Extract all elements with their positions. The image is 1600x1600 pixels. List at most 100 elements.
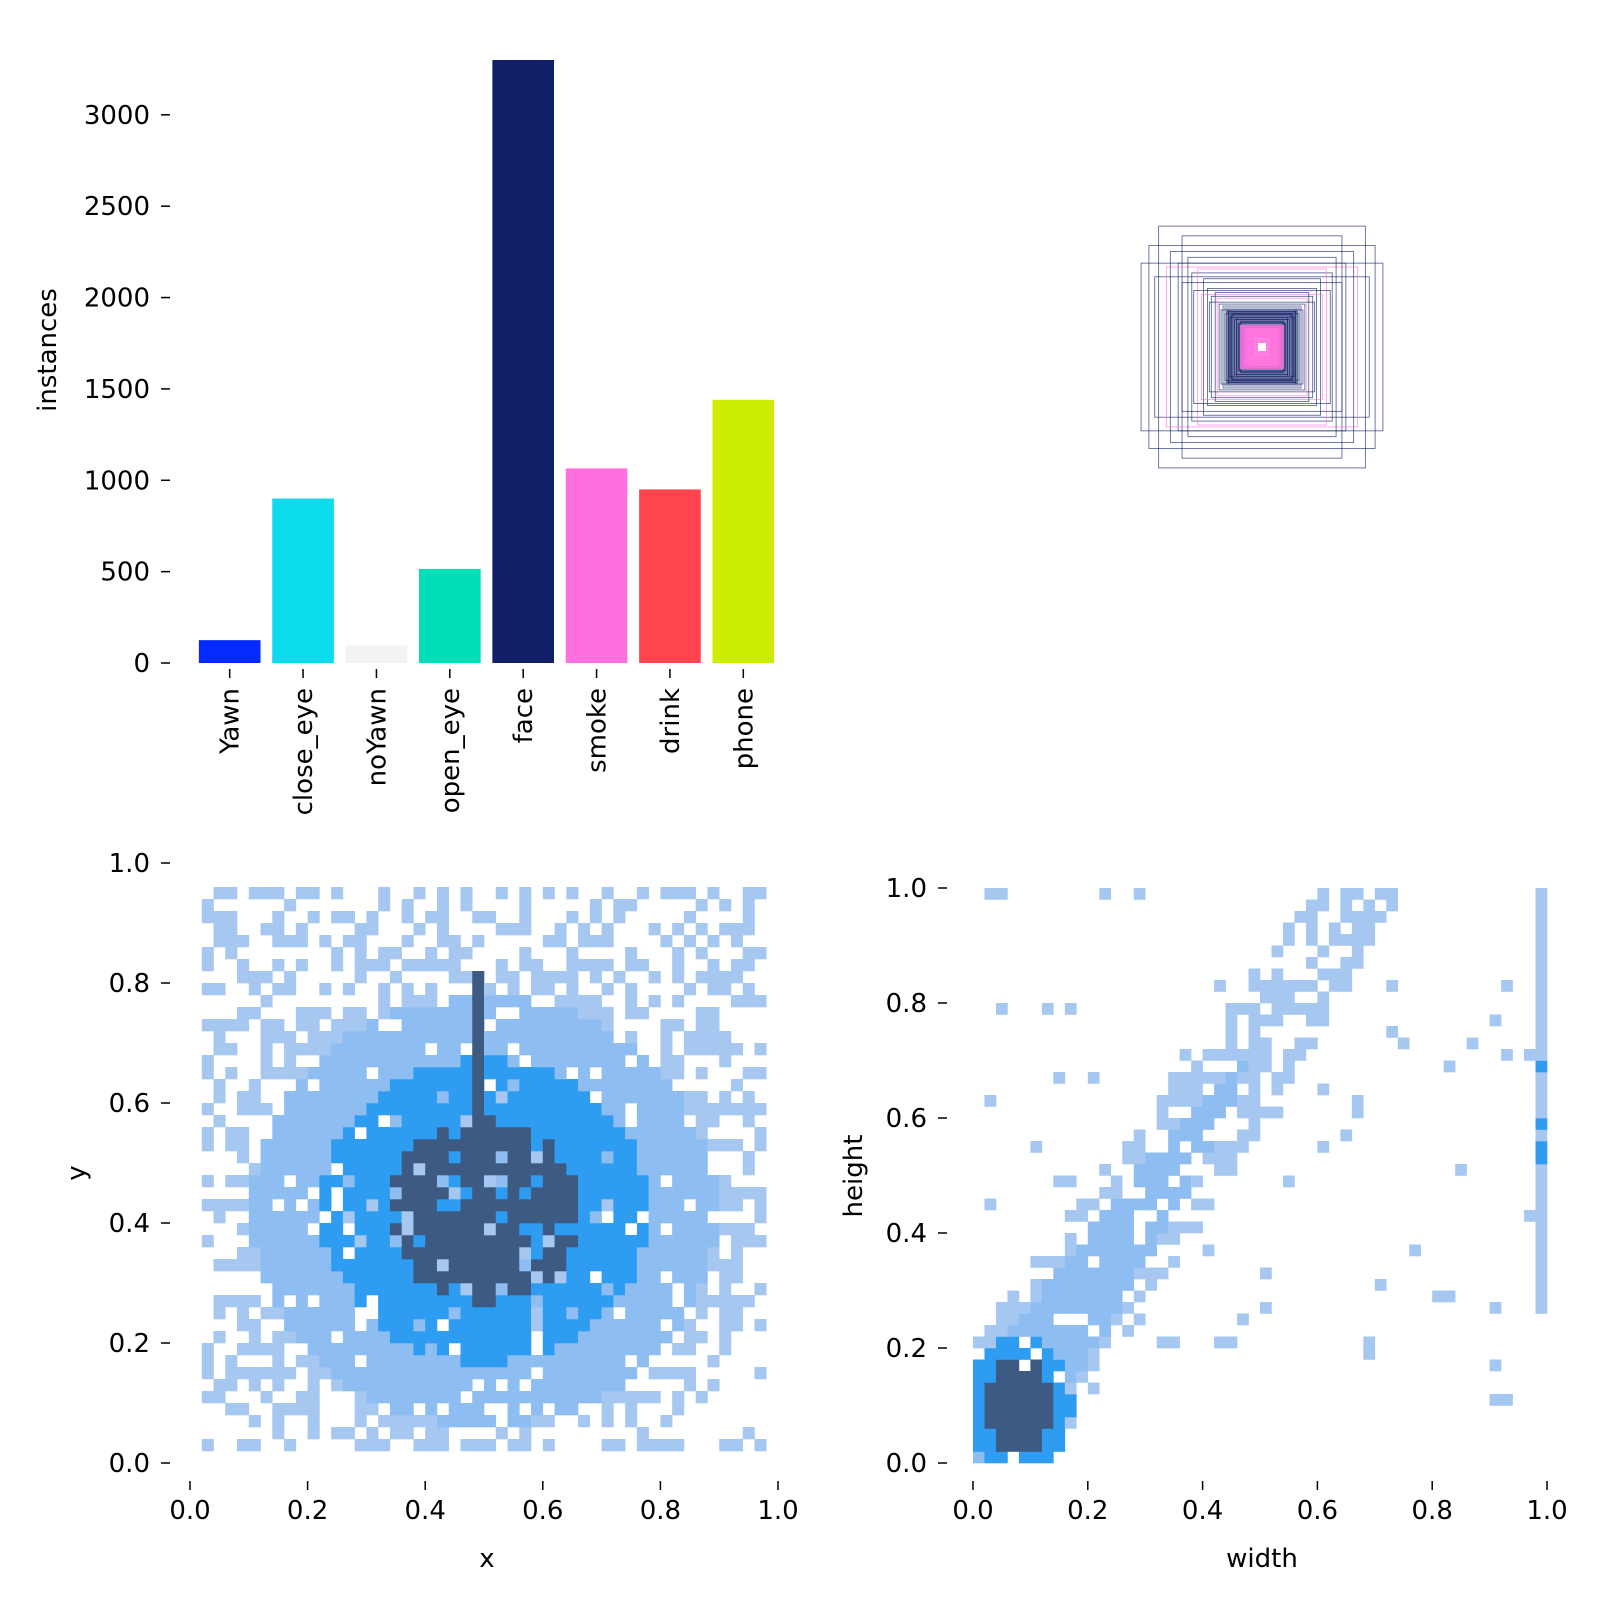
bar-open_eye [418,568,481,663]
xy-heatmap-cell [366,1235,379,1248]
xy-heatmap-cell [695,947,708,960]
wh-heatmap-cell [1064,1394,1077,1406]
xy-heatmap-cell [683,1163,696,1176]
xy-heatmap-cell [625,1391,638,1404]
xy-heatmap-cell [542,1187,555,1200]
xy-heatmap-cell [425,1271,438,1284]
xy-heatmap-cell [436,935,450,948]
xy-heatmap-cell [378,1175,391,1188]
xy-heatmap-cell [519,1043,532,1056]
xy-heatmap-cell [213,1199,226,1212]
xy-heatmap-cell [389,1127,402,1140]
box-outline [1207,288,1318,406]
xy-heatmap-cell [436,1175,450,1188]
xy-heatmap-cell [695,1067,708,1080]
xy-heatmap-cell [272,935,285,948]
wh-heatmap-cell [1018,1325,1031,1337]
xy-heatmap-cell [707,971,720,984]
xy-heatmap-cell [613,1115,626,1128]
xy-heatmap-cell [436,1331,450,1344]
xy-heatmap-cell [484,1259,497,1272]
xy-heatmap-cell [601,1259,614,1272]
xy-heatmap-cell [413,1139,426,1152]
xy-heatmap-cell [484,1031,497,1044]
xy-heatmap-cell [648,1247,661,1260]
xy-heatmap-cell [213,1307,226,1320]
xy-heatmap-cell [742,1163,755,1176]
xy-heatmap-cell [742,947,755,960]
xy-heatmap-cell [519,1175,532,1188]
xy-heatmap-cell [295,1139,308,1152]
box-outline [1210,295,1314,399]
xy-heatmap-cell [695,1199,708,1212]
xy-heatmap-cell [519,1031,532,1044]
wh-heatmap-cell [1317,899,1330,912]
xy-heatmap-cell [354,1283,367,1296]
xy-heatmap-cell [201,899,214,912]
xy-heatmap-cell [566,1235,579,1248]
xy-heatmap-cell [389,1163,402,1176]
xy-heatmap-cell [601,1031,614,1044]
wh-heatmap-cell [1501,1394,1513,1406]
wh-heatmap-cell [1305,934,1318,946]
xy-heatmap-cell [672,1139,685,1152]
xy-heatmap-cell [683,1091,696,1104]
xy-heatmap-cell [248,1187,261,1200]
xy-heatmap-cell [660,887,673,900]
wh-heatmap-cell [1145,1198,1157,1211]
xy-heatmap-cell [472,1163,485,1176]
xy-heatmap-cell [366,1151,379,1164]
xy-heatmap-cell [672,1151,685,1164]
xy-heatmap-cell [495,1139,508,1152]
xy-heatmap-cell [378,1139,391,1152]
bar-drink [639,489,701,663]
wh-heatmap-cell [984,1325,997,1337]
xy-heatmap-cell [366,959,379,972]
xy-heatmap-cell [495,1163,508,1176]
xy-heatmap-cell [295,1319,308,1332]
xy-heatmap-cell [472,911,485,924]
xy-heatmap-cell [366,1331,379,1344]
xy-heatmap-cell [625,1067,638,1080]
xy-heatmap-cell [719,1103,732,1116]
xy-heatmap-cell [601,1415,614,1428]
xy-heatmap-cell [284,1055,297,1068]
box-outline [1203,278,1321,416]
wh-heatmap-cell [1156,1233,1169,1245]
wh-heatmap-cell [1110,1302,1123,1314]
wh-heatmap-cell [1099,1244,1112,1257]
xy-heatmap-cell [648,923,661,936]
wh-heatmap-cell [1489,1359,1502,1372]
xy-heatmap-cell [730,1319,744,1332]
wh-heatmap-cell [1225,1072,1238,1084]
xy-heatmap-cell [319,1067,332,1080]
xy-heatmap-cell [448,1379,461,1392]
xy-heatmap-cell [331,1031,344,1044]
xy-heatmap-cell [495,1235,508,1248]
xy-heatmap-cell [260,923,273,936]
xy-heatmap-cell [566,1295,579,1308]
ytick-label: 0.4 [886,1219,927,1249]
wh-heatmap-cell [1076,1267,1089,1280]
xy-heatmap-cell [495,1079,508,1092]
xy-heatmap-cell [295,1211,308,1224]
xy-heatmap-cell [319,935,332,948]
wh-heatmap-cell [1133,1256,1146,1268]
xy-heatmap-cell [260,1271,273,1284]
xy-heatmap-cell [354,1007,367,1020]
xy-heatmap-cell [660,1331,673,1344]
wh-heatmap-cell [1018,1313,1031,1326]
xy-heatmap-cell [272,1223,285,1236]
xy-heatmap-cell [354,1211,367,1224]
box-outline [1201,293,1323,401]
xy-heatmap-cell [389,1367,402,1380]
wh-heatmap-cell [1489,1394,1502,1406]
xy-heatmap-cell [672,1271,685,1284]
xy-heatmap-cell [378,1319,391,1332]
wh-heatmap-cell [1122,1279,1135,1291]
wh-heatmap-cell [984,1095,997,1107]
xy-heatmap-cell [589,959,602,972]
wh-heatmap-cell [1133,1198,1146,1211]
wh-heatmap-cell [1317,968,1330,981]
xy-heatmap-cell [331,1103,344,1116]
